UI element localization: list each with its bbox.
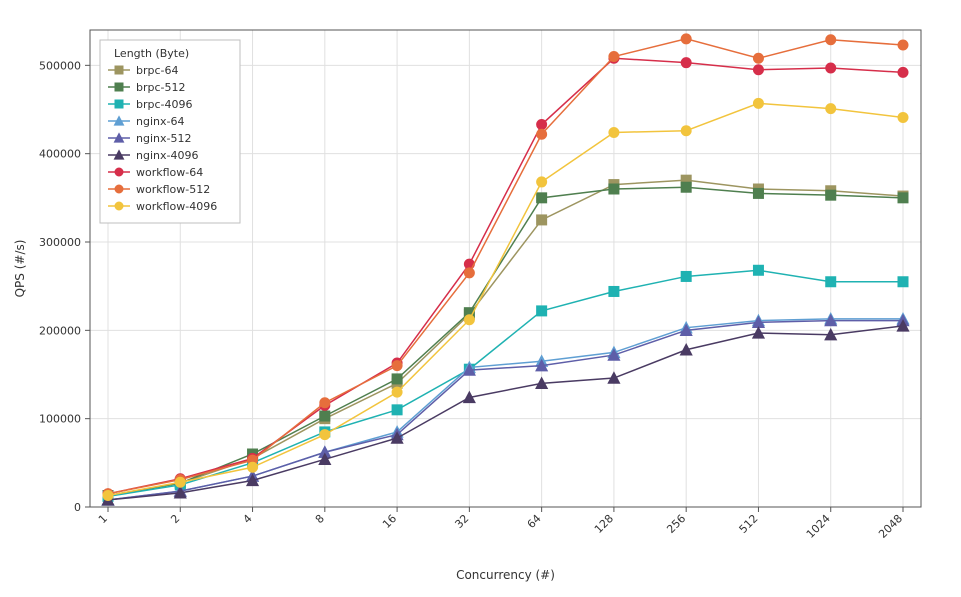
marker-workflow-64 [898,67,908,77]
marker-brpc-512 [898,193,908,203]
y-tick-label: 300000 [39,236,81,249]
marker-workflow-64 [753,65,763,75]
x-axis-label: Concurrency (#) [456,568,555,582]
y-tick-label: 0 [74,501,81,514]
marker-workflow-512 [464,268,474,278]
marker-brpc-4096 [681,271,691,281]
chart-svg: 0100000200000300000400000500000124816326… [0,0,961,597]
marker-workflow-4096 [681,126,691,136]
marker-brpc-512 [609,184,619,194]
marker-brpc-4096 [753,265,763,275]
y-tick-label: 500000 [39,59,81,72]
marker-brpc-4096 [609,286,619,296]
legend-label-nginx-64: nginx-64 [136,115,184,128]
legend-label-nginx-4096: nginx-4096 [136,149,198,162]
marker-workflow-4096 [320,430,330,440]
y-tick-label: 100000 [39,413,81,426]
marker-workflow-4096 [464,315,474,325]
marker-workflow-4096 [175,477,185,487]
marker-brpc-512 [753,188,763,198]
marker-workflow-64 [537,120,547,130]
y-tick-label: 400000 [39,148,81,161]
marker-workflow-512 [826,35,836,45]
marker-workflow-4096 [248,462,258,472]
marker-brpc-64 [537,215,547,225]
marker-brpc-512 [537,193,547,203]
legend-label-workflow-64: workflow-64 [136,166,203,179]
marker-workflow-4096 [826,104,836,114]
marker-workflow-512 [753,53,763,63]
legend: Length (Byte) brpc-64 brpc-512 brpc-4096 ngi… [100,40,240,223]
marker-workflow-64 [681,58,691,68]
marker-brpc-512 [392,374,402,384]
marker-workflow-64 [826,63,836,73]
legend-title: Length (Byte) [114,47,189,60]
marker-workflow-4096 [537,177,547,187]
legend-label-brpc-512: brpc-512 [136,81,186,94]
marker-brpc-4096 [898,277,908,287]
marker-brpc-512 [320,411,330,421]
marker-workflow-512 [609,52,619,62]
marker-workflow-4096 [103,491,113,501]
marker-workflow-512 [681,34,691,44]
marker-workflow-512 [537,129,547,139]
y-axis-label: QPS (#/s) [13,240,27,298]
marker-workflow-4096 [392,387,402,397]
marker-workflow-4096 [609,127,619,137]
marker-brpc-512 [826,190,836,200]
marker-workflow-512 [320,398,330,408]
marker-brpc-512 [681,182,691,192]
qps-concurrency-chart: 0100000200000300000400000500000124816326… [0,0,961,597]
marker-workflow-4096 [898,112,908,122]
marker-brpc-4096 [826,277,836,287]
marker-workflow-512 [392,361,402,371]
marker-workflow-512 [898,40,908,50]
legend-label-workflow-512: workflow-512 [136,183,210,196]
legend-label-workflow-4096: workflow-4096 [136,200,217,213]
marker-brpc-4096 [392,405,402,415]
legend-label-nginx-512: nginx-512 [136,132,191,145]
marker-brpc-4096 [537,306,547,316]
legend-label-brpc-64: brpc-64 [136,64,179,77]
legend-label-brpc-4096: brpc-4096 [136,98,193,111]
y-tick-label: 200000 [39,324,81,337]
marker-workflow-4096 [753,98,763,108]
